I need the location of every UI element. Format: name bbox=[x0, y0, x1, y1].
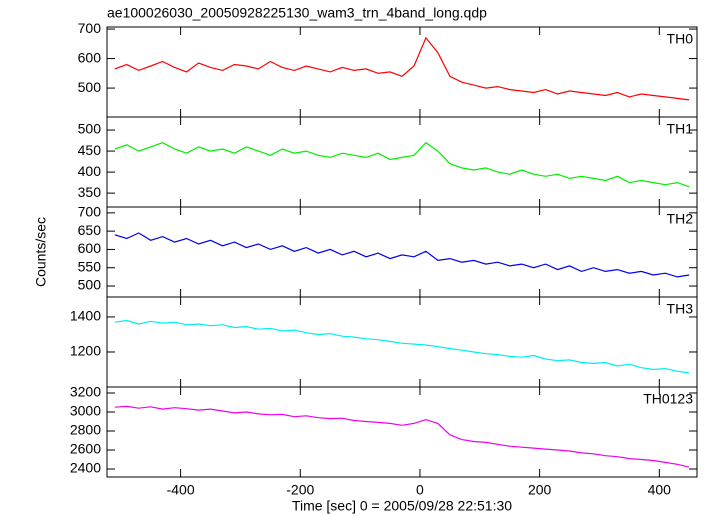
series-label: TH0123 bbox=[643, 391, 693, 407]
series-line bbox=[114, 36, 690, 101]
y-tick-label: 350 bbox=[78, 184, 102, 200]
y-tick-label: 3000 bbox=[70, 403, 101, 419]
panel-frame bbox=[106, 116, 698, 208]
y-tick-label: 500 bbox=[78, 121, 102, 137]
series-label: TH0 bbox=[667, 31, 694, 47]
y-tick-label: 2600 bbox=[70, 441, 101, 457]
x-tick-label: -400 bbox=[167, 482, 195, 498]
series-line bbox=[114, 232, 690, 278]
y-tick-label: 1400 bbox=[70, 308, 101, 324]
y-tick-label: 500 bbox=[78, 79, 102, 95]
series-label: TH1 bbox=[667, 121, 694, 137]
y-tick-label: 2800 bbox=[70, 422, 101, 438]
y-tick-label: 700 bbox=[78, 20, 102, 36]
series-line bbox=[114, 141, 690, 188]
series-label: TH3 bbox=[667, 301, 694, 317]
panel-frame bbox=[106, 296, 698, 388]
y-tick-label: 600 bbox=[78, 240, 102, 256]
y-tick-label: 700 bbox=[78, 204, 102, 220]
y-tick-label: 650 bbox=[78, 222, 102, 238]
series-line bbox=[114, 405, 690, 468]
panel-frame bbox=[106, 386, 698, 478]
chart-title: ae100026030_20050928225130_wam3_trn_4ban… bbox=[107, 5, 487, 21]
y-tick-label: 550 bbox=[78, 258, 102, 274]
panel-frame bbox=[106, 206, 698, 298]
y-tick-label: 500 bbox=[78, 277, 102, 293]
y-tick-label: 450 bbox=[78, 142, 102, 158]
x-axis-label: Time [sec] 0 = 2005/09/28 22:51:30 bbox=[292, 498, 512, 514]
y-tick-label: 1200 bbox=[70, 343, 101, 359]
y-tick-label: 3200 bbox=[70, 384, 101, 400]
x-tick-label: 200 bbox=[528, 482, 552, 498]
x-tick-label: 400 bbox=[648, 482, 672, 498]
series-line bbox=[114, 319, 690, 374]
y-tick-label: 400 bbox=[78, 163, 102, 179]
x-tick-label: -200 bbox=[286, 482, 314, 498]
y-axis-label: Counts/sec bbox=[33, 217, 49, 287]
y-tick-label: 600 bbox=[78, 49, 102, 65]
x-tick-label: 0 bbox=[416, 482, 424, 498]
series-label: TH2 bbox=[667, 211, 694, 227]
y-tick-label: 2400 bbox=[70, 460, 101, 476]
panel-frame bbox=[106, 26, 698, 118]
